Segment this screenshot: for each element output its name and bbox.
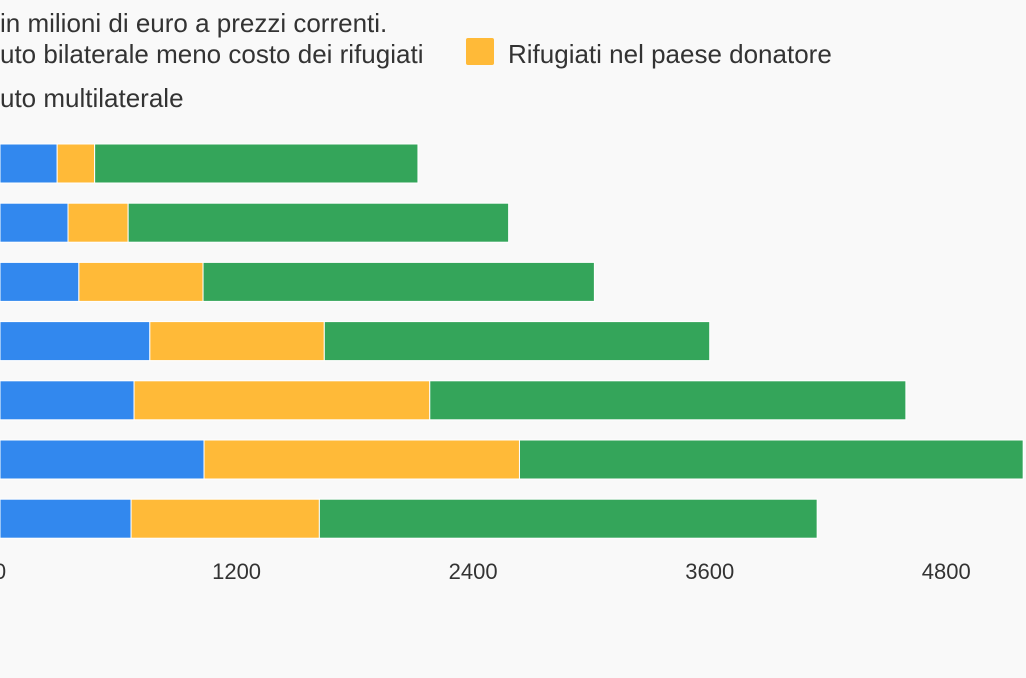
bar-row-3-series-1	[0, 261, 80, 302]
bar-row-2-series-1	[0, 202, 69, 243]
bar-row-1-series-2	[56, 143, 96, 184]
x-tick-label: 4800	[922, 559, 971, 584]
bar-row-7-series-2	[130, 498, 320, 539]
legend-label-refugees: Rifugiati nel paese donatore	[508, 39, 832, 69]
bar-row-1-series-1	[0, 143, 58, 184]
bar-row-3-series-3	[202, 261, 595, 302]
bar-row-5-series-2	[133, 380, 431, 421]
x-tick-label: 2400	[449, 559, 498, 584]
x-axis-ticks: 0 1200 2400 3600 4800	[0, 559, 971, 584]
bar-row-7-series-1	[0, 498, 132, 539]
bar-row-3-series-2	[78, 261, 204, 302]
bar-row-2-series-3	[127, 202, 510, 243]
legend-swatch-refugees	[466, 38, 494, 65]
bars	[0, 143, 1024, 539]
bar-row-6-series-3	[518, 439, 1024, 480]
bar-row-6-series-1	[0, 439, 205, 480]
bar-row-5-series-3	[429, 380, 907, 421]
bar-row-2-series-2	[67, 202, 129, 243]
bar-row-6-series-2	[203, 439, 520, 480]
legend-label-bilateral: uto bilaterale meno costo dei rifugiati	[0, 39, 423, 69]
bar-row-5-series-1	[0, 380, 135, 421]
bar-row-4-series-3	[323, 321, 711, 362]
x-tick-label: 1200	[212, 559, 261, 584]
bar-row-7-series-3	[318, 498, 818, 539]
bar-row-4-series-1	[0, 321, 151, 362]
x-tick-label: 3600	[685, 559, 734, 584]
bar-row-1-series-3	[94, 143, 419, 184]
chart-subtitle: in milioni di euro a prezzi correnti.	[0, 8, 387, 38]
bar-row-4-series-2	[149, 321, 325, 362]
x-tick-label: 0	[0, 559, 6, 584]
legend: uto bilaterale meno costo dei rifugiati …	[0, 38, 832, 113]
legend-label-multilateral: uto multilaterale	[0, 83, 184, 113]
